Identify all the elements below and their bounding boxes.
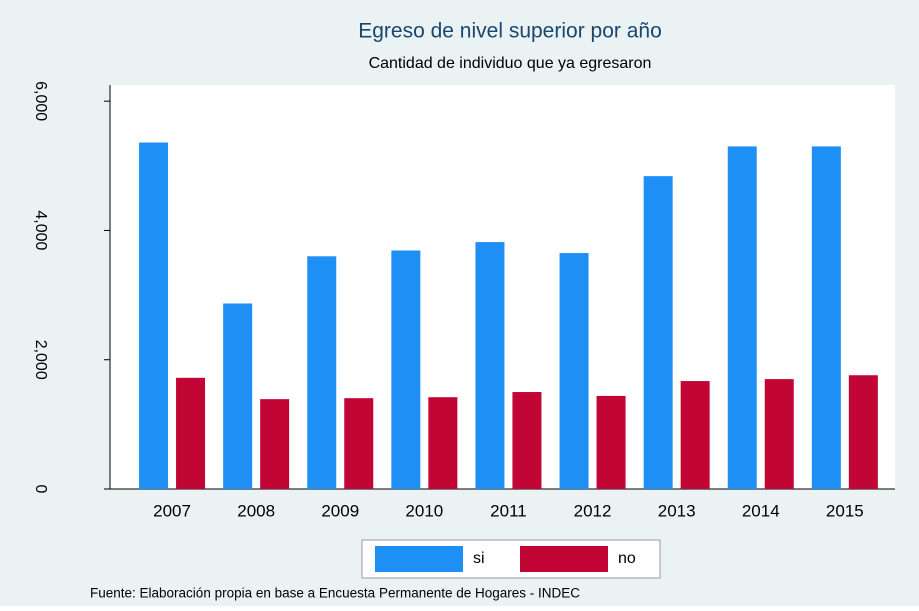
bar [559, 253, 589, 489]
bar [223, 303, 253, 489]
y-tick-label: 0 [32, 485, 49, 494]
bar [764, 379, 794, 489]
x-tick-label: 2014 [742, 501, 780, 520]
x-tick-label: 2010 [405, 501, 443, 520]
source-note: Fuente: Elaboración propia en base a Enc… [90, 586, 580, 601]
bar [260, 399, 290, 489]
chart-subtitle: Cantidad de individuo que ya egresaron [369, 55, 652, 72]
x-tick-label: 2007 [153, 501, 191, 520]
bar [596, 395, 626, 489]
bar [848, 375, 878, 489]
x-tick-label: 2009 [321, 501, 359, 520]
bar [727, 146, 757, 489]
bar [643, 176, 673, 489]
bar [680, 381, 710, 489]
bar [428, 397, 458, 489]
bar [512, 392, 542, 489]
x-tick-label: 2015 [826, 501, 864, 520]
legend-label: si [473, 550, 485, 567]
legend-swatch [520, 546, 608, 572]
bar [176, 377, 206, 489]
x-tick-label: 2008 [237, 501, 275, 520]
y-tick-label: 4,000 [32, 210, 49, 250]
legend-label: no [618, 550, 636, 567]
bar [344, 398, 374, 489]
chart-title: Egreso de nivel superior por año [358, 20, 662, 43]
y-tick-label: 6,000 [32, 81, 49, 121]
y-tick-label: 2,000 [32, 340, 49, 380]
bar [139, 142, 169, 489]
bar [391, 250, 421, 489]
x-tick-label: 2012 [574, 501, 612, 520]
x-tick-label: 2011 [490, 501, 527, 520]
x-tick-label: 2013 [658, 501, 696, 520]
legend-swatch [375, 546, 463, 572]
bar [307, 256, 337, 489]
bar [811, 146, 841, 489]
bar [475, 242, 505, 489]
